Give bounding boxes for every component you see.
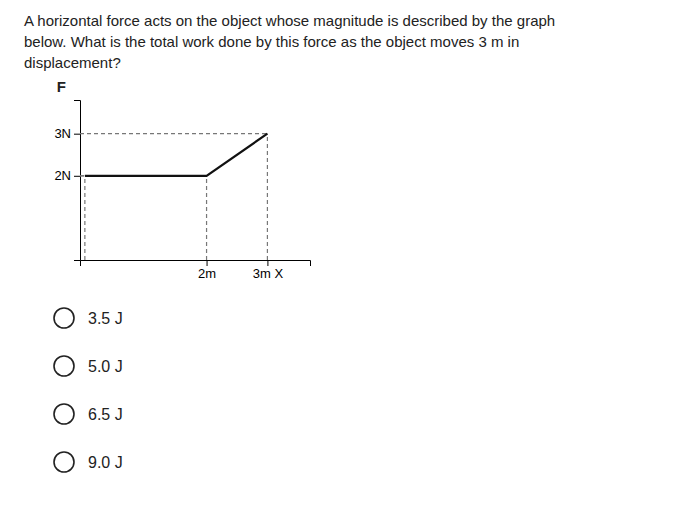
x-tick: 3m X: [253, 260, 284, 281]
y-tick: 3N: [54, 126, 80, 141]
drop-line: [267, 134, 268, 260]
choice-text: 9.0 J: [88, 454, 123, 471]
x-tick-label: 3m X: [253, 266, 284, 281]
title-line: below. What is the total work done by th…: [24, 33, 519, 50]
choice-radio: [54, 452, 74, 472]
choice-text: 6.5 J: [88, 406, 123, 423]
plot: 2m 3m X 2N 3N F: [54, 78, 310, 281]
x-tick: 2m: [198, 260, 216, 281]
x-axis-line: [81, 261, 311, 267]
x-tick-mark: [267, 260, 268, 266]
y-tick: 2N: [54, 168, 80, 183]
y-tick-label: 2N: [54, 168, 71, 183]
choice-text: 5.0 J: [88, 358, 123, 375]
y-tick-mark: [74, 134, 80, 135]
drop-line: [84, 176, 85, 260]
drop-line: [80, 133, 267, 134]
title-line: displacement?: [24, 54, 121, 71]
title: A horizontal force acts on the object wh…: [24, 12, 555, 71]
y-axis-line: [74, 101, 81, 261]
y-axis-label: F: [57, 78, 66, 95]
drop-line: [206, 176, 207, 260]
marks: [80, 134, 267, 260]
chart: A horizontal force acts on the object wh…: [0, 0, 700, 515]
choices: 3.5 J 5.0 J 6.5 J 9.0 J: [54, 308, 123, 472]
choice-radio: [54, 404, 74, 424]
x-tick-label: 2m: [198, 266, 216, 281]
y-axis: 2N 3N: [54, 101, 80, 261]
x-tick-mark: [207, 260, 208, 266]
choice-radio: [54, 308, 74, 328]
y-tick-mark: [74, 176, 80, 177]
force-line: [85, 134, 268, 176]
choice-text: 3.5 J: [88, 310, 123, 327]
choice-radio: [54, 356, 74, 376]
y-tick-label: 3N: [54, 126, 71, 141]
x-axis: 2m 3m X: [81, 260, 311, 281]
title-line: A horizontal force acts on the object wh…: [24, 12, 555, 29]
